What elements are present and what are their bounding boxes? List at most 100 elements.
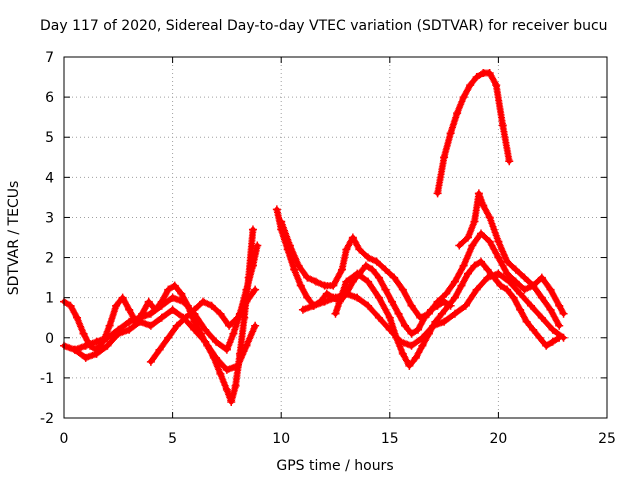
data-point xyxy=(231,381,240,390)
data-point xyxy=(433,297,442,306)
data-point xyxy=(201,325,210,334)
data-point xyxy=(440,317,449,326)
data-point xyxy=(303,273,312,282)
y-axis-label: SDTVAR / TECUs xyxy=(6,181,22,296)
data-point xyxy=(103,333,112,342)
data-point xyxy=(385,313,394,322)
data-point xyxy=(455,241,464,250)
data-point xyxy=(207,301,216,310)
data-point xyxy=(311,277,320,286)
data-point xyxy=(483,273,492,282)
data-point xyxy=(368,265,377,274)
data-point xyxy=(485,213,494,222)
data-point xyxy=(342,277,351,286)
data-point xyxy=(190,325,199,334)
data-point xyxy=(355,245,364,254)
data-point xyxy=(251,285,260,294)
data-point xyxy=(216,309,225,318)
data-point xyxy=(331,309,340,318)
data-point xyxy=(290,265,299,274)
data-point xyxy=(559,333,568,342)
data-point xyxy=(470,261,479,270)
y-tick-label: 6 xyxy=(45,90,54,106)
data-point xyxy=(233,361,242,370)
data-point xyxy=(401,321,410,330)
data-point xyxy=(503,269,512,278)
data-point xyxy=(546,285,555,294)
data-point xyxy=(416,313,425,322)
data-point xyxy=(477,229,486,238)
series-trace-i xyxy=(433,69,514,198)
data-point xyxy=(442,289,451,298)
data-point xyxy=(105,321,114,330)
data-point xyxy=(516,289,525,298)
axis-ticks: 0 5 10 15 20 25 -2 -1 0 1 2 3 4 5 6 7 xyxy=(40,50,616,447)
data-point xyxy=(509,293,518,302)
data-point xyxy=(374,293,383,302)
data-point xyxy=(212,337,221,346)
data-point xyxy=(466,81,475,90)
data-point xyxy=(398,349,407,358)
data-point xyxy=(437,309,446,318)
data-point xyxy=(418,341,427,350)
data-point xyxy=(353,293,362,302)
data-point xyxy=(429,321,438,330)
series-trace-d xyxy=(146,285,260,366)
data-point xyxy=(296,281,305,290)
data-point xyxy=(168,293,177,302)
data-point xyxy=(405,361,414,370)
data-point xyxy=(303,293,312,302)
data-point xyxy=(342,245,351,254)
data-point xyxy=(125,305,134,314)
data-point xyxy=(411,353,420,362)
data-point xyxy=(242,341,251,350)
data-point xyxy=(472,285,481,294)
y-tick-label: -1 xyxy=(40,371,54,387)
data-point xyxy=(242,297,251,306)
x-tick-label: 10 xyxy=(272,431,290,447)
data-point xyxy=(229,329,238,338)
data-series xyxy=(60,69,568,406)
data-point xyxy=(172,321,181,330)
x-tick-label: 5 xyxy=(168,431,177,447)
data-point xyxy=(546,305,555,314)
data-point xyxy=(146,309,155,318)
data-point xyxy=(227,397,236,406)
data-point xyxy=(450,309,459,318)
data-point xyxy=(457,281,466,290)
x-tick-label: 20 xyxy=(489,431,507,447)
data-point xyxy=(463,233,472,242)
y-tick-label: 0 xyxy=(45,331,54,347)
series-trace-a xyxy=(60,225,257,406)
y-tick-label: 1 xyxy=(45,291,54,307)
x-tick-label: 15 xyxy=(381,431,399,447)
data-point xyxy=(407,329,416,338)
data-point xyxy=(157,301,166,310)
data-point xyxy=(450,277,459,286)
data-point xyxy=(407,301,416,310)
plot-frame xyxy=(63,56,608,419)
data-point xyxy=(251,321,260,330)
data-point xyxy=(136,317,145,326)
data-point xyxy=(520,273,529,282)
data-point xyxy=(374,273,383,282)
data-point xyxy=(329,281,338,290)
data-point xyxy=(222,365,231,374)
data-point xyxy=(225,321,234,330)
data-point xyxy=(474,189,483,198)
data-point xyxy=(414,325,423,334)
data-point xyxy=(294,261,303,270)
data-point xyxy=(446,129,455,138)
data-point xyxy=(338,265,347,274)
data-point xyxy=(498,121,507,130)
data-point xyxy=(168,305,177,314)
data-point xyxy=(542,341,551,350)
series-trace-j xyxy=(455,189,564,330)
data-point xyxy=(164,285,173,294)
data-point xyxy=(248,225,257,234)
data-point xyxy=(181,313,190,322)
data-point xyxy=(407,341,416,350)
data-point xyxy=(494,253,503,262)
data-point xyxy=(503,285,512,294)
y-tick-label: 5 xyxy=(45,130,54,146)
